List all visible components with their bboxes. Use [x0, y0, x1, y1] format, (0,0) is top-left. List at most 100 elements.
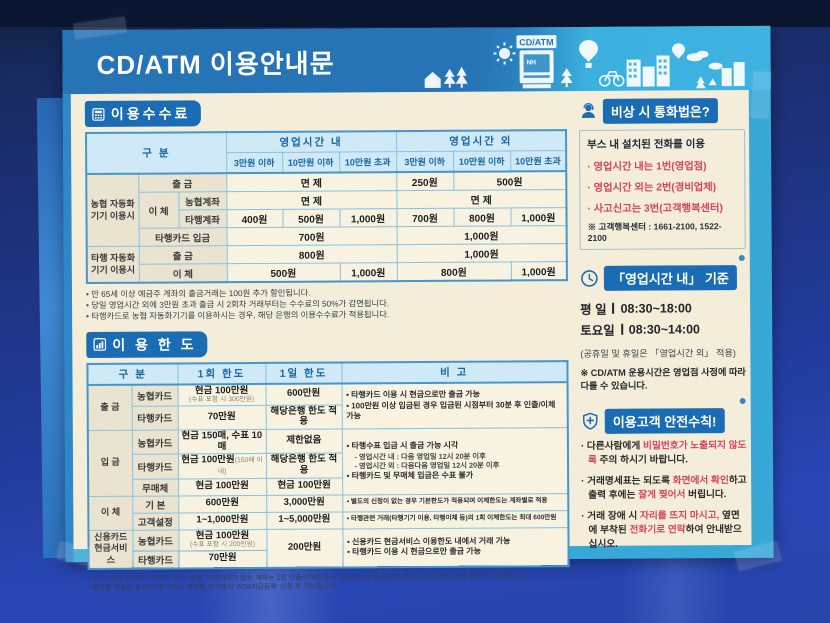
text-highlight: 잘게 찢어서 — [638, 489, 686, 501]
wall-top-shadow — [0, 0, 830, 27]
cell: 현금 100만원 — [266, 477, 343, 495]
remark-line: 100만원 이상 입금된 경우 입금된 시점부터 30분 후 인출/이체가능 — [346, 400, 563, 422]
remark-line: 타행관련 거래(타행기기 이용, 타행이체 등)의 1회 이체한도는 최대 60… — [347, 514, 564, 524]
emergency-intro: 부스 내 설치된 전화를 이용 — [587, 138, 706, 151]
divider — [612, 302, 615, 314]
hours-section-title: 「영업시간 내」 기준 — [580, 265, 746, 291]
subcol: 10만원 초과 — [339, 151, 397, 173]
bar-chart-icon — [93, 338, 107, 351]
row-label-nh-card: 농협카드 — [132, 529, 179, 552]
weekday-time: 08:30~18:00 — [620, 300, 692, 316]
cell-nh-withdraw-in: 면 제 — [226, 172, 397, 192]
header-remark: 비 고 — [341, 360, 568, 384]
cell: 현금 100만원 (수표 포함 시 200만원) — [178, 528, 267, 551]
remark-cash-service: 신용카드 현금서비스 이용한도 내에서 거래 가능 타행카드 이용 시 현금으로… — [342, 527, 569, 568]
safety-content: 다른사람에게 비밀번호가 노출되지 않도록 주의 하시기 바랍니다. 거래명세표… — [581, 439, 748, 559]
safety-title-text: 이용고객 안전수칙! — [604, 407, 725, 434]
table-row: 신용카드 현금서비스 농협카드 현금 100만원 (수표 포함 시 200만원) … — [88, 527, 569, 569]
hours-title-text: 「영업시간 내」 기준 — [603, 265, 737, 291]
atm-screen-label: NH — [527, 59, 537, 66]
sun-icon — [499, 47, 511, 59]
header-once-limit: 1회 한도 — [177, 362, 266, 385]
cell: 1~5,000만원 — [266, 511, 343, 529]
buildings-icon — [626, 55, 670, 87]
cell: 800원 — [226, 244, 397, 264]
subcol: 3만원 이하 — [396, 151, 454, 173]
row-label-transfer: 이 체 — [138, 263, 227, 283]
fees-title-text: 이용수수료 — [110, 105, 191, 122]
house-icon — [424, 71, 441, 88]
cell-transfer-nh-in: 면 제 — [226, 190, 397, 210]
safety-section-title: 이용고객 안전수칙! — [581, 407, 747, 434]
remark-transfer-basic: 별도의 신청이 없는 경우 기본한도가 적용되며 이체한도는 계좌별로 적용 — [342, 493, 569, 512]
value-sub: (수표 포함 시 200만원) — [189, 541, 256, 549]
group-transfer: 이 체 — [88, 495, 133, 531]
cell-transfer-nh-out: 면 제 — [396, 189, 567, 209]
cell: 600만원 — [178, 494, 267, 513]
poster-body: 이용수수료 구 분 영업시간 내 영업시간 외 3만원 이하 10만원 이하 — [70, 89, 752, 592]
group-withdraw: 출 금 — [87, 384, 132, 431]
limits-section-title: 이 용 한 도 — [86, 330, 208, 358]
cell: 현금 100만원 (수표 포함 시 300만원) — [177, 383, 266, 406]
header-gubun: 구 분 — [86, 132, 227, 175]
text: 거래 장애 시 — [587, 510, 640, 522]
calculator-icon — [92, 107, 105, 121]
row-label-other-account: 타행계좌 — [178, 209, 227, 228]
cell: 현금 100만원(150매 이내) — [177, 453, 267, 479]
value: 현금 100만원 — [194, 384, 249, 396]
header-gubun: 구 분 — [87, 363, 178, 385]
text: 버립니다. — [685, 489, 727, 501]
fees-section-title: 이용수수료 — [84, 100, 202, 128]
row-label-other-card: 타행카드 — [131, 405, 178, 431]
saturday-time: 08:30~14:00 — [628, 321, 701, 337]
operator-headset-icon — [581, 103, 595, 118]
table-row: 입 금 농협카드 현금 150매, 수표 10매 제한없음 타행수표 입금 시 … — [87, 427, 569, 497]
cell: 1,000원 — [339, 208, 397, 227]
limits-title-text: 이 용 한 도 — [112, 335, 197, 353]
cell: 1,000원 — [396, 243, 567, 263]
cell: 현금 150매, 수표 10매 — [177, 429, 266, 455]
atm-machine-icon — [516, 35, 557, 89]
cell: 800원 — [453, 207, 511, 227]
holiday-note: (공휴일 및 휴일은 「영업시간 외」 적용) — [580, 348, 736, 360]
cell-nh-withdraw-out1: 250원 — [396, 171, 454, 191]
text: 주의 하시기 바랍니다. — [596, 454, 688, 466]
cell: 800원 — [396, 261, 511, 282]
row-label-basic: 기 본 — [132, 495, 179, 513]
group-nh-atm: 농협 자동화기기 이용시 — [86, 173, 139, 247]
row-label-nh-card: 농협카드 — [131, 430, 178, 455]
safety-bullet: 거래 장애 시 자리를 뜨지 마시고, 옆면에 부착된 전화기로 연락하여 안내… — [581, 509, 747, 552]
cell: 70만원 — [178, 550, 267, 569]
safety-bullet: 거래명세표는 되도록 화면에서 확인하고 출력 후에는 잘게 찢어서 버립니다. — [581, 474, 747, 503]
cell: 400원 — [226, 209, 283, 228]
bicycle-icon — [598, 70, 625, 87]
header-out-hours: 영업시간 외 — [396, 130, 567, 152]
row-label-no-media: 무매체 — [132, 478, 179, 496]
cell: 500원 — [226, 262, 340, 283]
cell: 600만원 — [265, 383, 342, 406]
text: 다른사람에게 — [586, 440, 644, 452]
section-divider — [580, 399, 743, 401]
cell: 현금 100만원 — [178, 477, 267, 496]
saturday-hours: 토요일 08:30~14:00 — [580, 319, 746, 339]
tape — [750, 71, 772, 119]
cell-nh-withdraw-out2: 500원 — [453, 171, 567, 191]
cell: 1,000원 — [510, 207, 567, 226]
footnote: 통장을 이용한 출금(이체)거래는 영업점 창구에서 'ATM지급등록' 신청 … — [88, 581, 568, 593]
subcol: 3만원 이하 — [226, 152, 283, 174]
remark-line: 타행카드 이용 시 현금으로만 출금 가능 — [347, 546, 564, 558]
cell: 700원 — [396, 208, 454, 227]
row-label-nh-account: 농협계좌 — [178, 191, 227, 210]
header-daily-limit: 1일 한도 — [265, 362, 342, 384]
cell: 1,000원 — [510, 261, 567, 281]
text: 거래명세표는 되도록 — [587, 475, 673, 487]
text-highlight: 전화기로 연락 — [629, 524, 686, 536]
header-in-hours: 영업시간 내 — [226, 131, 397, 153]
cell: 70만원 — [177, 405, 266, 431]
table-row: 이 체 500원 1,000원 800원 1,000원 — [87, 261, 567, 283]
emergency-title-text: 비상 시 통화법은? — [602, 98, 718, 124]
value: 현금 100만원 — [181, 454, 235, 466]
cell: 500원 — [282, 208, 340, 228]
cell: 1,000원 — [396, 225, 567, 245]
cell: 3,000만원 — [266, 494, 343, 512]
